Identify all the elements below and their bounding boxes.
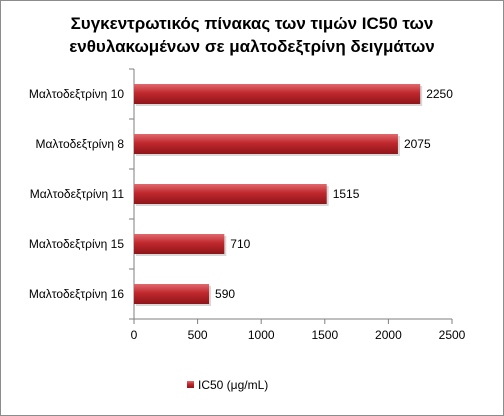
- data-label: 590: [215, 287, 235, 301]
- data-label: 2250: [426, 87, 453, 101]
- x-tick-label: 2500: [439, 328, 466, 342]
- legend-label: IC50 (μg/mL): [198, 378, 268, 392]
- data-label: 710: [230, 237, 250, 251]
- category-label: Μαλτοδεξτρίνη 15: [29, 237, 124, 251]
- bar: [134, 84, 421, 104]
- chart-title-line-2: ενθυλακωμένων σε μαλτοδεξτρίνη δειγμάτων: [69, 37, 435, 56]
- plot-area: 0 500 1000 1500 2000 2500 Μαλτοδεξτρίνη 10 2250…: [29, 68, 466, 342]
- data-label: 1515: [333, 187, 360, 201]
- bar: [134, 184, 327, 204]
- category-label: Μαλτοδεξτρίνη 10: [29, 87, 124, 101]
- category-label: Μαλτοδεξτρίνη 8: [36, 137, 125, 151]
- x-tick-label: 2000: [375, 328, 402, 342]
- x-tick-label: 1500: [311, 328, 338, 342]
- bar: [134, 284, 210, 304]
- legend-swatch: [187, 381, 194, 388]
- x-tick-label: 1000: [248, 328, 275, 342]
- bar: [134, 234, 225, 254]
- x-tick-label: 500: [188, 328, 208, 342]
- chart-title-line-1: Συγκεντρωτικός πίνακας των τιμών IC50 τω…: [71, 14, 434, 33]
- legend: IC50 (μg/mL): [187, 378, 268, 392]
- x-tick-label: 0: [131, 328, 138, 342]
- bar: [134, 134, 398, 154]
- data-label: 2075: [404, 137, 431, 151]
- category-label: Μαλτοδεξτρίνη 16: [29, 287, 124, 301]
- category-label: Μαλτοδεξτρίνη 11: [30, 187, 125, 201]
